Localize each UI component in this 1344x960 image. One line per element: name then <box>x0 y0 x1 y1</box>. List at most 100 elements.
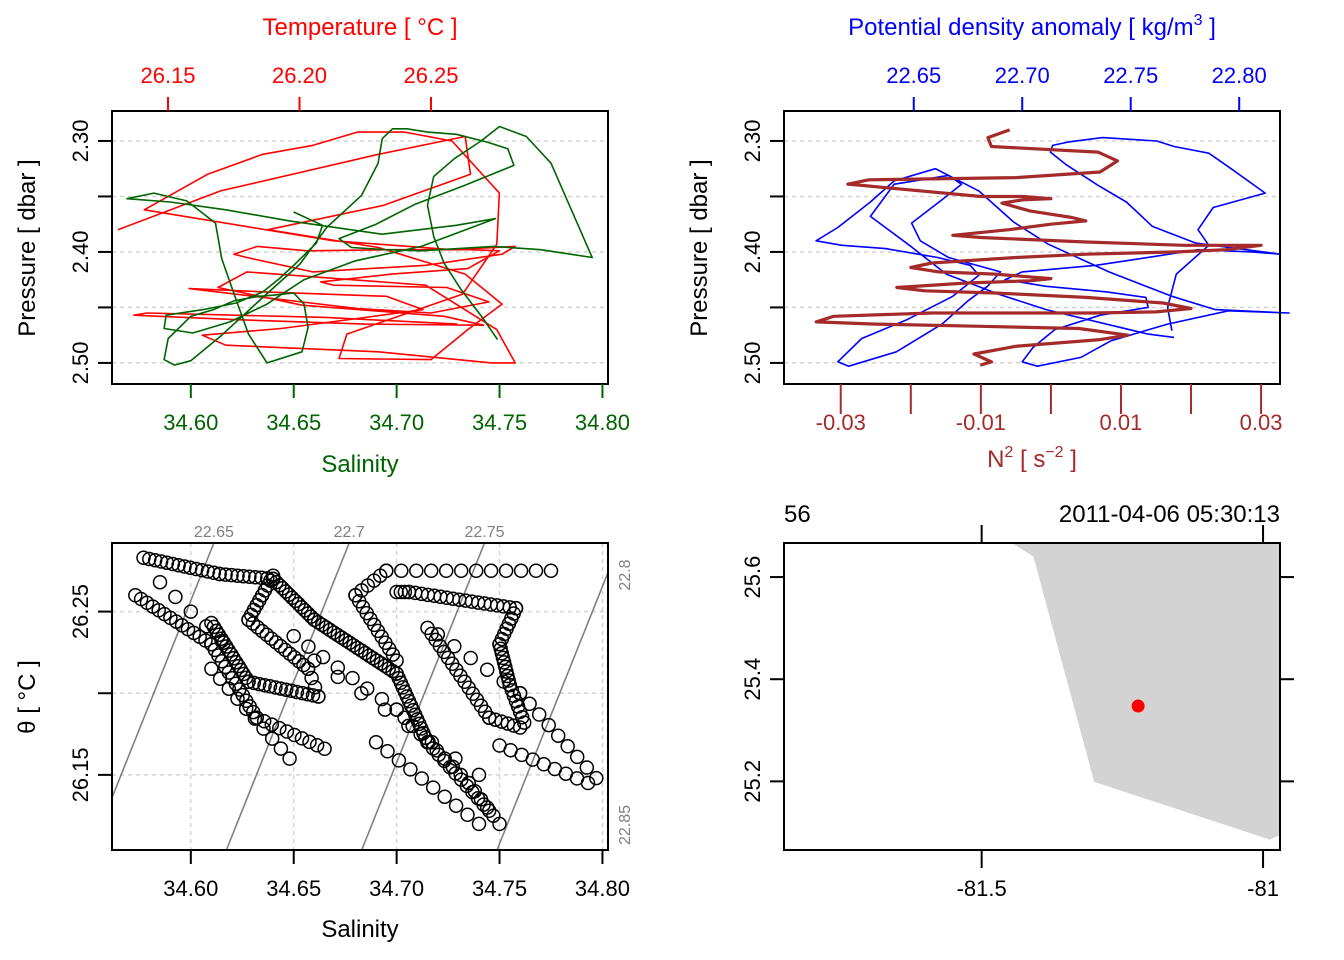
data-point <box>268 680 283 695</box>
isopycnal-label: 22.85 <box>617 805 634 845</box>
y-tick-label: 26.15 <box>68 747 93 802</box>
x-axis-title: Salinity <box>321 916 398 943</box>
data-point <box>330 669 346 685</box>
data-point <box>224 567 239 583</box>
y-axis-title: Pressure [ dbar ] <box>686 159 713 336</box>
data-point <box>541 717 556 733</box>
data-point <box>314 617 330 633</box>
isopycnal-line <box>496 570 608 850</box>
data-point <box>262 679 278 694</box>
data-point <box>516 715 532 730</box>
data-point <box>496 674 511 689</box>
data-point <box>550 728 566 743</box>
top-tick-label: 22.70 <box>995 63 1050 88</box>
data-point <box>278 682 294 697</box>
plot-frame <box>783 542 1281 851</box>
x-tick-label: 34.80 <box>575 410 630 435</box>
data-point <box>254 588 270 603</box>
data-point <box>257 583 273 598</box>
data-point <box>259 627 275 643</box>
data-point <box>330 660 346 675</box>
x-tick-label: -81 <box>1247 876 1279 901</box>
data-point <box>543 563 559 579</box>
data-point <box>373 656 389 671</box>
top-tick-label: 26.20 <box>272 63 327 88</box>
data-point <box>248 570 263 585</box>
top-tick-label: 22.65 <box>886 63 941 88</box>
x-tick-label: 34.80 <box>575 876 630 901</box>
data-point <box>513 563 529 579</box>
data-point <box>380 744 395 759</box>
data-point <box>230 568 245 583</box>
data-point <box>311 689 326 704</box>
y-axis: 2.30 2.40 2.50 <box>740 120 784 385</box>
data-point <box>236 568 251 584</box>
data-point <box>264 717 280 732</box>
y-axis-title: Pressure [ dbar ] <box>14 159 41 336</box>
data-point <box>528 563 544 579</box>
data-point <box>471 816 487 832</box>
x-tick-label: 34.65 <box>266 876 321 901</box>
data-point <box>479 662 495 677</box>
data-point <box>214 633 229 649</box>
data-point <box>273 741 289 756</box>
data-point <box>377 702 393 717</box>
data-point <box>391 753 407 768</box>
isopycnal-label: 22.75 <box>464 524 504 541</box>
panel-ts-diagram: 34.60 34.65 34.70 34.75 34.80 26.25 26.15 22.6… <box>14 524 634 943</box>
isopycnal-label: 22.7 <box>334 524 365 541</box>
data-point <box>437 789 452 804</box>
data-point <box>453 563 469 579</box>
data-point <box>317 741 332 757</box>
data-point <box>492 816 507 832</box>
data-point <box>481 803 497 819</box>
data-point <box>236 666 251 682</box>
data-point <box>579 760 595 775</box>
data-point <box>212 671 228 686</box>
data-point <box>230 691 245 706</box>
y-tick-label: 2.50 <box>740 342 765 385</box>
data-point <box>256 713 272 729</box>
data-point <box>307 679 323 695</box>
data-point <box>377 658 393 674</box>
isopycnal-labels: 22.65 22.7 22.75 22.8 22.85 <box>194 524 634 845</box>
data-point <box>249 597 264 613</box>
data-point <box>294 731 310 746</box>
data-point <box>381 661 397 676</box>
data-point <box>183 604 199 619</box>
data-point <box>307 612 322 628</box>
data-point <box>354 685 369 701</box>
data-point <box>246 602 262 618</box>
y-tick-label: 25.4 <box>740 658 765 701</box>
data-point <box>425 780 441 795</box>
data-point <box>243 607 259 623</box>
top-tick-label: 26.25 <box>403 63 458 88</box>
axes: -81.5 -81 25.6 25.4 25.2 <box>740 525 1294 901</box>
data-point <box>468 563 484 579</box>
data-point <box>309 738 325 753</box>
x-tick-label: 34.70 <box>369 876 424 901</box>
data-point <box>301 639 316 654</box>
data-point <box>589 770 604 786</box>
data-point <box>424 734 440 750</box>
data-point <box>291 653 307 669</box>
top-tick-label: 26.15 <box>140 63 195 88</box>
data-point <box>304 670 319 686</box>
y-tick-label: 2.40 <box>740 231 765 274</box>
series-line-salinity <box>126 125 594 366</box>
data-point <box>282 646 298 661</box>
data-point <box>277 642 293 658</box>
y-tick-label: 2.30 <box>740 120 765 163</box>
x-tick-label: -0.03 <box>816 410 866 435</box>
data-point <box>302 734 317 750</box>
data-point <box>212 566 227 582</box>
data-point <box>268 635 284 650</box>
data-point <box>522 696 537 712</box>
data-point <box>216 635 232 650</box>
data-point <box>421 734 436 750</box>
data-point <box>560 739 575 754</box>
data-point <box>342 635 357 651</box>
data-point <box>242 569 257 584</box>
data-point <box>238 701 254 716</box>
